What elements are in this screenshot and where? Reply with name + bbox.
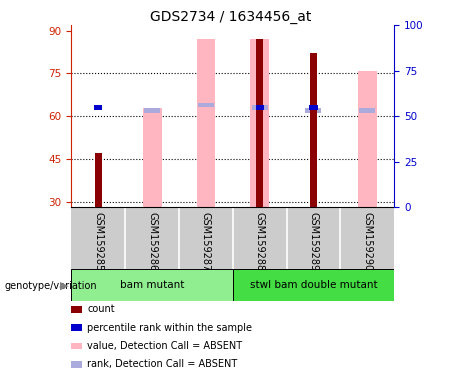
Text: rank, Detection Call = ABSENT: rank, Detection Call = ABSENT <box>87 359 237 369</box>
Text: GSM159286: GSM159286 <box>147 212 157 271</box>
Bar <box>359 108 375 113</box>
Text: ▶: ▶ <box>60 281 68 291</box>
Bar <box>144 108 160 113</box>
Bar <box>233 269 394 301</box>
Bar <box>250 39 269 207</box>
Text: GSM159290: GSM159290 <box>362 212 372 271</box>
Bar <box>95 153 101 207</box>
Bar <box>95 106 102 110</box>
Bar <box>358 71 377 207</box>
Bar <box>252 106 268 110</box>
Text: bam mutant: bam mutant <box>120 280 184 290</box>
Text: count: count <box>87 304 115 314</box>
Bar <box>306 108 321 113</box>
Text: GDS2734 / 1634456_at: GDS2734 / 1634456_at <box>150 10 311 23</box>
Text: GSM159288: GSM159288 <box>254 212 265 271</box>
Bar <box>71 269 233 301</box>
Text: stwl bam double mutant: stwl bam double mutant <box>250 280 377 290</box>
Text: percentile rank within the sample: percentile rank within the sample <box>87 323 252 333</box>
Bar <box>309 106 318 110</box>
Text: value, Detection Call = ABSENT: value, Detection Call = ABSENT <box>87 341 242 351</box>
Bar <box>143 108 161 207</box>
Bar <box>310 53 317 207</box>
Text: GSM159287: GSM159287 <box>201 212 211 271</box>
Bar <box>256 39 263 207</box>
Text: GSM159289: GSM159289 <box>308 212 319 271</box>
Text: genotype/variation: genotype/variation <box>5 281 97 291</box>
Bar <box>256 106 264 110</box>
Bar <box>196 39 215 207</box>
Bar <box>198 103 214 107</box>
Text: GSM159285: GSM159285 <box>93 212 103 271</box>
